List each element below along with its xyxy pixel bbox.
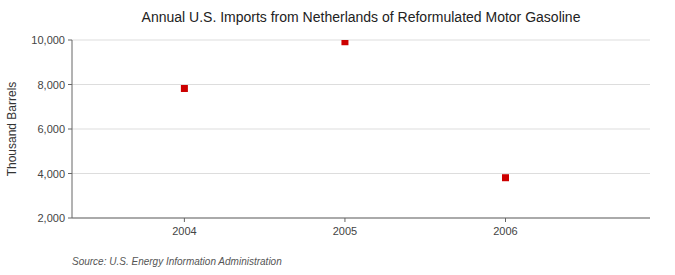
x-tick: [505, 218, 506, 222]
y-tick-label: 10,000: [31, 34, 65, 46]
x-tick-label: 2006: [493, 225, 517, 237]
annotation: Source: U.S. Energy Information Administ…: [72, 256, 282, 267]
y-tick-label: 2,000: [37, 212, 65, 224]
plot-area: [181, 40, 509, 181]
grid-line: [72, 218, 650, 219]
y-tick: [68, 129, 72, 130]
point: [341, 40, 348, 45]
y-tick-label: 4,000: [37, 168, 65, 180]
y-tick: [68, 173, 72, 174]
grid-line: [72, 173, 650, 174]
x-tick: [184, 218, 185, 222]
x-axis: [72, 218, 650, 219]
chart: Annual U.S. Imports from Netherlands of …: [0, 0, 675, 275]
x-tick-label: 2005: [333, 225, 357, 237]
y-tick-label: 8,000: [37, 79, 65, 91]
grid-line: [72, 84, 650, 85]
point: [502, 174, 509, 181]
grid-line: [72, 129, 650, 130]
y-axis-label: Thousand Barrels: [5, 82, 19, 177]
point: [181, 85, 188, 92]
y-axis: [72, 40, 73, 218]
y-tick: [68, 84, 72, 85]
x-tick-label: 2004: [172, 225, 196, 237]
y-tick-label: 6,000: [37, 123, 65, 135]
x-tick: [344, 218, 345, 222]
title: Annual U.S. Imports from Netherlands of …: [142, 9, 581, 25]
grid-line: [72, 40, 650, 41]
y-tick: [68, 40, 72, 41]
y-tick: [68, 218, 72, 219]
